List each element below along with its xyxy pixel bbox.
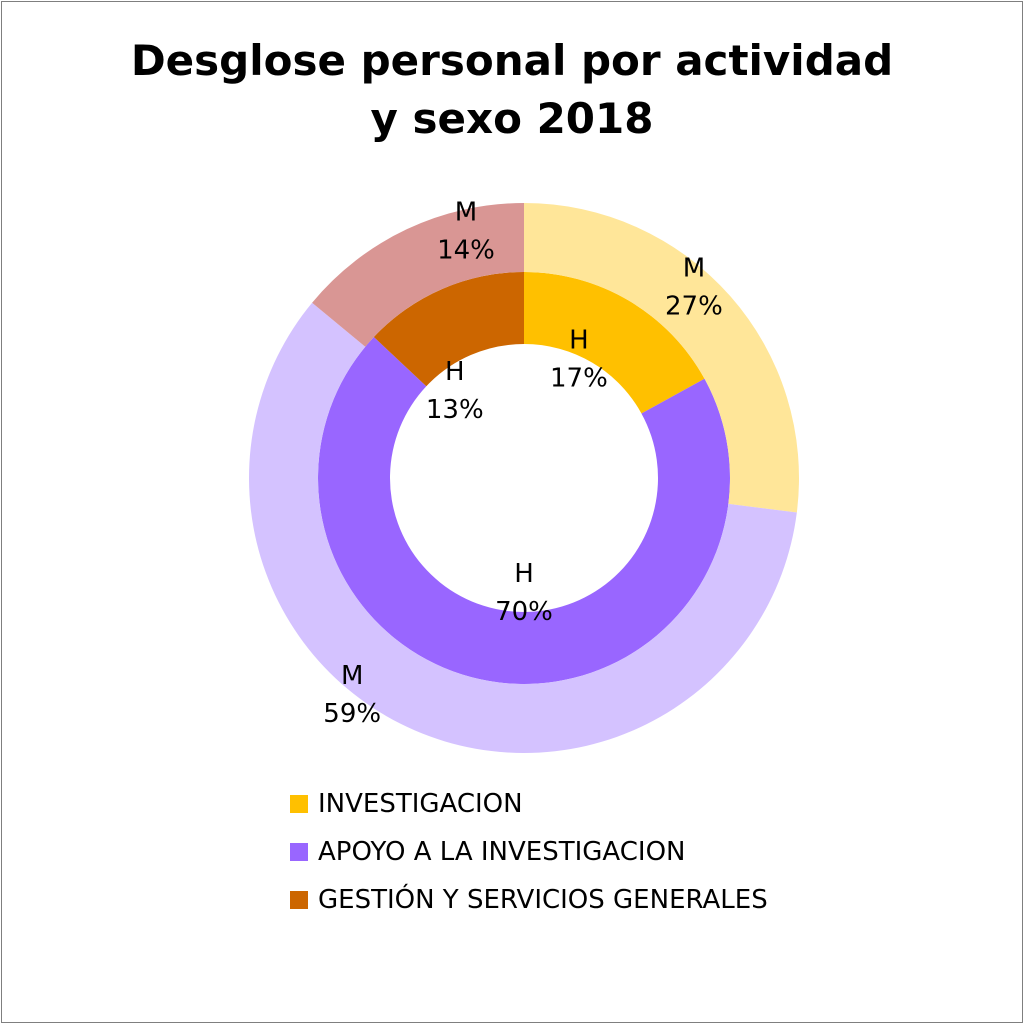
outer-slice-gestion-y-servicios-generales bbox=[312, 203, 524, 347]
legend-swatch-investigacion bbox=[290, 795, 308, 813]
inner-slice-investigacion bbox=[524, 272, 705, 414]
legend-label-investigacion: INVESTIGACION bbox=[318, 789, 523, 819]
outer-label-sex-gestion-y-servicios-generales: M bbox=[455, 198, 477, 228]
outer-label-apoyo-a-la-investigacion: M 59% bbox=[323, 661, 381, 729]
inner-slice-gestion-y-servicios-generales bbox=[373, 272, 524, 387]
chart-title: Desglose personal por actividad y sexo 2… bbox=[0, 32, 1024, 148]
chart-title-line-2: y sexo 2018 bbox=[370, 94, 654, 143]
inner-label-apoyo-a-la-investigacion: H 70% bbox=[495, 559, 553, 627]
outer-label-value-investigacion: 27% bbox=[665, 292, 723, 322]
legend-label-apoyo: APOYO A LA INVESTIGACION bbox=[318, 837, 686, 867]
outer-label-value-apoyo-a-la-investigacion: 59% bbox=[323, 699, 381, 729]
outer-label-sex-investigacion: M bbox=[683, 254, 705, 284]
inner-label-sex-gestion-y-servicios-generales: H bbox=[445, 357, 465, 387]
legend-item-investigacion: INVESTIGACION bbox=[290, 780, 768, 828]
inner-label-gestion-y-servicios-generales: H 13% bbox=[426, 357, 484, 425]
legend-item-apoyo: APOYO A LA INVESTIGACION bbox=[290, 828, 768, 876]
outer-label-sex-apoyo-a-la-investigacion: M bbox=[341, 661, 363, 691]
legend-swatch-gestion bbox=[290, 891, 308, 909]
chart-title-line-1: Desglose personal por actividad bbox=[130, 36, 894, 85]
chart-legend: INVESTIGACION APOYO A LA INVESTIGACION G… bbox=[290, 780, 768, 924]
outer-label-investigacion: M 27% bbox=[665, 254, 723, 322]
legend-label-gestion: GESTIÓN Y SERVICIOS GENERALES bbox=[318, 885, 768, 915]
inner-label-value-investigacion: 17% bbox=[550, 364, 608, 394]
legend-item-gestion: GESTIÓN Y SERVICIOS GENERALES bbox=[290, 876, 768, 924]
inner-label-value-apoyo-a-la-investigacion: 70% bbox=[495, 597, 553, 627]
inner-label-investigacion: H 17% bbox=[550, 326, 608, 394]
inner-label-sex-apoyo-a-la-investigacion: H bbox=[514, 559, 534, 589]
inner-label-value-gestion-y-servicios-generales: 13% bbox=[426, 395, 484, 425]
outer-slice-apoyo-a-la-investigacion bbox=[249, 302, 797, 754]
outer-slice-investigacion bbox=[524, 203, 800, 513]
legend-swatch-apoyo bbox=[290, 843, 308, 861]
inner-slice-apoyo-a-la-investigacion bbox=[318, 336, 730, 684]
outer-label-gestion-y-servicios-generales: M 14% bbox=[437, 198, 495, 266]
outer-label-value-gestion-y-servicios-generales: 14% bbox=[437, 236, 495, 266]
inner-label-sex-investigacion: H bbox=[569, 326, 589, 356]
